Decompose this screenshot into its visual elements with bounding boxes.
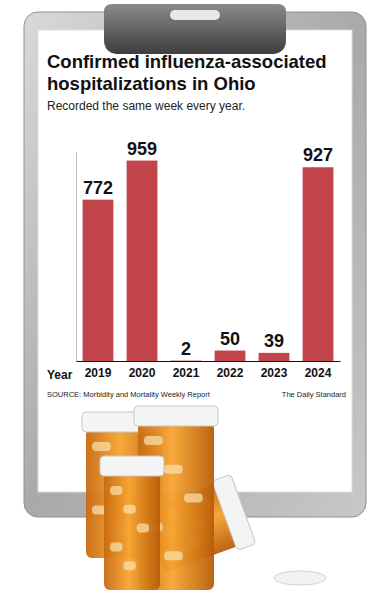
subtitle: Recorded the same week every year. bbox=[47, 99, 245, 113]
pill-bottle bbox=[100, 456, 164, 590]
x-tick: 2021 bbox=[173, 361, 200, 380]
chart: Confirmed influenza-associatedhospitaliz… bbox=[0, 0, 389, 600]
x-tick-label: 2021 bbox=[173, 366, 200, 380]
pill bbox=[164, 465, 183, 474]
bar bbox=[215, 351, 246, 361]
clip-hole bbox=[170, 10, 220, 20]
pill bbox=[110, 542, 123, 551]
bar bbox=[83, 200, 114, 361]
y-axis-line bbox=[76, 153, 77, 362]
pill bbox=[144, 436, 163, 445]
bottle-cap bbox=[134, 406, 218, 426]
data-label: 927 bbox=[303, 145, 333, 165]
data-label: 50 bbox=[220, 329, 240, 349]
x-tick-label: 2023 bbox=[261, 366, 288, 380]
pill bbox=[164, 551, 183, 560]
bar bbox=[171, 360, 202, 361]
pills-spilled bbox=[274, 571, 326, 585]
x-tick-label: 2019 bbox=[85, 366, 112, 380]
data-label: 39 bbox=[264, 331, 284, 351]
x-tick-label: 2022 bbox=[217, 366, 244, 380]
x-tick: 2020 bbox=[129, 361, 156, 380]
y-axis bbox=[76, 153, 77, 362]
x-tick: 2023 bbox=[261, 361, 288, 380]
pill bbox=[110, 486, 123, 495]
data-label: 2 bbox=[181, 339, 191, 359]
credit: The Daily Standard bbox=[282, 390, 346, 399]
pill bbox=[184, 494, 203, 503]
bottle-cap bbox=[212, 474, 256, 550]
x-tick: 2024 bbox=[305, 361, 332, 380]
pill-bottles bbox=[82, 406, 326, 590]
x-axis-label: Year bbox=[47, 368, 73, 382]
x-axis: 2019 2020 2021 2022 2023 2024 bbox=[77, 361, 341, 380]
pill bbox=[123, 505, 135, 514]
data-labels: 772 959 2 50 39 927 bbox=[83, 139, 333, 359]
bars bbox=[83, 161, 334, 361]
bottle-body bbox=[104, 472, 160, 590]
pill bbox=[137, 524, 150, 533]
data-label: 772 bbox=[83, 178, 113, 198]
title: Confirmed influenza-associatedhospitaliz… bbox=[47, 51, 327, 94]
bar bbox=[303, 167, 334, 361]
clip bbox=[104, 4, 286, 54]
x-axis-line bbox=[77, 361, 341, 362]
bar bbox=[127, 161, 158, 361]
bottle-cap bbox=[100, 456, 164, 476]
bar bbox=[259, 353, 290, 361]
x-tick: 2022 bbox=[217, 361, 244, 380]
pill bbox=[123, 561, 135, 570]
data-label: 959 bbox=[127, 139, 157, 159]
x-tick-label: 2024 bbox=[305, 366, 332, 380]
paper bbox=[38, 30, 352, 492]
x-tick-label: 2020 bbox=[129, 366, 156, 380]
pill bbox=[92, 442, 111, 451]
x-tick: 2019 bbox=[85, 361, 112, 380]
source: SOURCE: Morbidity and Mortality Weekly R… bbox=[47, 390, 211, 399]
